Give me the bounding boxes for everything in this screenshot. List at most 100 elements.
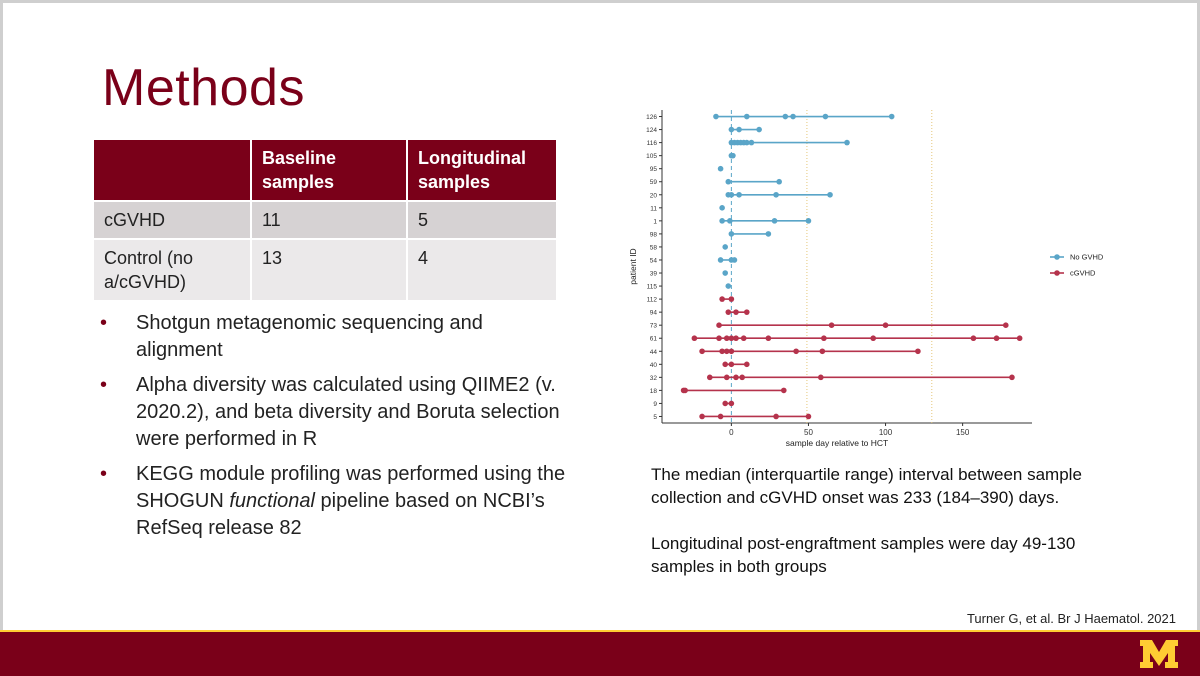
y-tick-label: 5 [653,414,657,421]
y-tick-label: 58 [650,244,658,251]
table-header-longitudinal: Longitudinal samples [407,140,558,201]
sample-point [722,361,729,368]
footer-stripe [0,630,1200,632]
sample-point [819,348,826,355]
bullet-text-italic: functional [229,490,315,512]
sample-point [719,348,725,355]
legend-swatch-point [1054,270,1060,276]
sample-point [782,113,789,120]
bullet-text-before: KEGG module profiling was performed usin… [136,463,566,512]
sample-point [728,191,735,198]
y-tick-label: 126 [646,114,657,121]
sample-point [790,113,796,120]
sample-point [725,178,732,185]
y-tick-label: 61 [650,336,658,343]
sample-point [844,139,850,146]
sample-point [828,322,835,328]
sample-point [882,322,889,328]
sample-point [722,400,729,407]
sample-point [717,165,724,172]
sample-point [776,178,782,185]
citation: Turner G, et al. Br J Haematol. 2021 [966,611,1176,626]
sample-point [736,126,742,133]
list-item: • Alpha diversity was calculated using Q… [96,372,566,453]
bullet-text: Alpha diversity was calculated using QII… [136,374,560,450]
sample-point [739,374,745,381]
legend-label: cGVHD [1070,269,1096,278]
y-tick-label: 20 [650,192,658,199]
sample-point [822,113,829,120]
sample-point [713,113,719,120]
y-tick-label: 54 [650,257,658,264]
sample-point [793,348,799,355]
table-header-row: Baseline samples Longitudinal samples [94,140,558,201]
bullet-text: Shotgun metagenomic sequencing and align… [136,312,483,361]
y-tick-label: 73 [650,323,658,330]
sample-point [765,231,772,237]
bullet-text-after: pipeline based on NCBI’s RefSeq release … [136,490,545,539]
university-m-logo-icon [1140,640,1178,668]
y-tick-label: 94 [650,310,658,317]
sample-point [699,413,705,420]
y-tick-label: 124 [646,127,657,134]
sample-point [682,387,688,394]
sample-point [722,270,729,276]
sample-point [706,374,713,381]
bullet-icon: • [100,374,108,396]
sample-point [728,335,735,342]
sample-point [728,361,735,368]
list-item: • KEGG module profiling was performed us… [96,461,566,542]
longitudinal-count: 4 [407,238,558,300]
x-tick-label: 50 [804,428,813,437]
sample-point [743,309,750,315]
sample-point [731,257,738,263]
slide-title: Methods [102,59,305,117]
y-tick-label: 18 [650,388,658,395]
x-tick-label: 0 [729,428,734,437]
x-tick-label: 150 [956,428,970,437]
bullet-icon: • [100,312,108,334]
footer-bar [0,632,1200,676]
sample-point [888,113,895,120]
sample-point [870,335,877,342]
sample-point [748,139,755,146]
sample-point [723,335,730,342]
sample-point [716,322,722,328]
y-tick-label: 59 [650,179,658,186]
sample-point [970,335,977,342]
sample-point [728,231,735,237]
sample-point [915,348,921,355]
sample-point [719,296,725,302]
sample-point [719,205,725,211]
sample-point [728,400,735,407]
sample-point [733,374,739,381]
sample-point [993,335,1000,342]
sample-point [722,244,729,250]
y-tick-label: 40 [650,362,658,369]
sample-point [756,126,762,133]
y-tick-label: 44 [650,349,658,356]
y-tick-label: 39 [650,271,658,278]
chart-description: The median (interquartile range) interva… [651,463,1131,601]
legend-swatch-point [1054,254,1060,260]
sample-point [740,335,747,342]
sample-point [743,361,750,368]
patient-timeline-chart: 0 50 100 1501261241161059559201119858543911… [628,110,1104,448]
y-tick-label: 9 [653,401,657,408]
sample-point [725,283,732,289]
sample-point [723,348,730,355]
legend-label: No GVHD [1070,253,1104,262]
sample-point [733,309,739,315]
table-header-empty [94,140,252,201]
longitudinal-count: 5 [407,200,558,239]
table-header-baseline: Baseline samples [251,140,408,201]
y-tick-label: 116 [647,140,658,147]
x-tick-label: 100 [879,428,893,437]
sample-point [765,335,772,342]
sample-point [717,413,724,420]
sample-point [717,257,724,263]
table-row: cGVHD 11 5 [94,200,558,239]
y-tick-label: 32 [650,375,658,382]
sample-point [691,335,698,342]
sample-point [716,335,722,342]
